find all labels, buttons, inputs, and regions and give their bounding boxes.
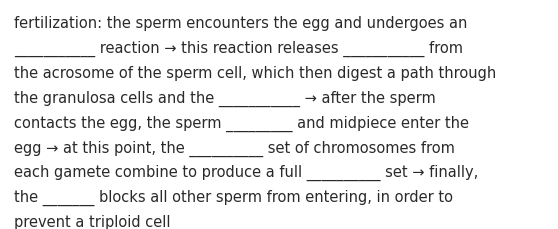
Text: ___________ reaction → this reaction releases ___________ from: ___________ reaction → this reaction rel…	[14, 41, 463, 57]
Text: prevent a triploid cell: prevent a triploid cell	[14, 214, 170, 229]
Text: fertilization: the sperm encounters the egg and undergoes an: fertilization: the sperm encounters the …	[14, 16, 468, 31]
Text: egg → at this point, the __________ set of chromosomes from: egg → at this point, the __________ set …	[14, 140, 455, 156]
Text: each gamete combine to produce a full __________ set → finally,: each gamete combine to produce a full __…	[14, 164, 478, 180]
Text: the acrosome of the sperm cell, which then digest a path through: the acrosome of the sperm cell, which th…	[14, 65, 496, 80]
Text: contacts the egg, the sperm _________ and midpiece enter the: contacts the egg, the sperm _________ an…	[14, 115, 469, 131]
Text: the granulosa cells and the ___________ → after the sperm: the granulosa cells and the ___________ …	[14, 90, 436, 106]
Text: the _______ blocks all other sperm from entering, in order to: the _______ blocks all other sperm from …	[14, 189, 453, 205]
